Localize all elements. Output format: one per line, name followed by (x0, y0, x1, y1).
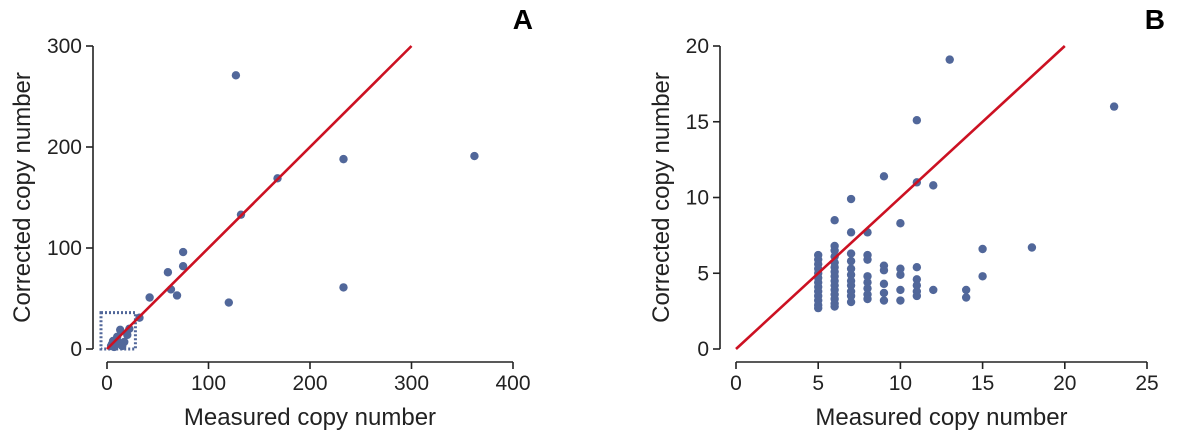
data-point (846, 281, 856, 290)
data-point (224, 298, 233, 307)
y-tick-label: 300 (47, 35, 82, 58)
y-tick-label: 10 (686, 187, 709, 210)
x-tick-label: 25 (1135, 372, 1158, 395)
x-tick-label: 15 (971, 372, 994, 395)
x-tick-label: 5 (812, 372, 824, 395)
data-point (879, 296, 889, 305)
data-point (172, 291, 182, 300)
data-point (846, 228, 856, 237)
data-point (115, 325, 125, 335)
data-point (912, 291, 922, 301)
y-tick-label: 15 (686, 111, 709, 134)
data-point (879, 266, 889, 275)
data-point (1109, 102, 1119, 111)
data-point (863, 278, 872, 287)
data-point (231, 71, 241, 80)
x-axis-title: Measured copy number (184, 404, 436, 431)
x-tick-label: 200 (292, 372, 327, 395)
data-point (879, 288, 889, 298)
data-point (470, 151, 479, 161)
x-tick-label: 0 (101, 372, 113, 395)
panel-label: B (1145, 4, 1165, 35)
y-tick-label: 20 (686, 35, 709, 58)
data-point (961, 285, 971, 295)
data-point (879, 279, 889, 289)
y-tick-label: 200 (47, 136, 82, 159)
identity-line (735, 45, 1066, 350)
data-point (339, 283, 348, 292)
panel-a: 0 100 200 300 400 0 100 200 300 Measured copy num… (9, 4, 533, 431)
data-point (863, 272, 872, 281)
identity-line (106, 45, 413, 350)
data-point (978, 244, 987, 254)
data-point (879, 172, 889, 181)
data-point (896, 264, 905, 273)
x-tick-label: 10 (889, 372, 912, 395)
data-point (929, 181, 938, 190)
data-point (339, 154, 348, 164)
x-tick-label: 20 (1053, 372, 1076, 395)
data-point (145, 293, 154, 302)
data-point (945, 55, 954, 64)
data-point (863, 294, 872, 304)
data-point (846, 297, 856, 307)
data-point (863, 255, 872, 264)
x-tick-label: 300 (394, 372, 429, 395)
data-point (846, 264, 856, 273)
panel-b: 0 5 10 15 20 25 0 5 10 15 20 Measured copy number Co… (648, 4, 1165, 431)
y-tick-label: 0 (697, 338, 709, 361)
data-point (863, 284, 872, 293)
x-tick-label: 100 (191, 372, 226, 395)
y-tick-label: 5 (697, 262, 709, 285)
data-point (896, 219, 905, 228)
data-point (1027, 243, 1037, 252)
data-point (896, 285, 905, 295)
data-point (830, 302, 839, 311)
highlight-box (99, 311, 137, 351)
data-point (929, 285, 938, 295)
data-point (896, 270, 905, 279)
data-point (846, 291, 856, 301)
panel-label: A (513, 4, 533, 35)
data-point (846, 256, 856, 266)
data-point (123, 330, 132, 340)
data-point (178, 247, 188, 257)
data-point (912, 275, 922, 284)
data-point (846, 270, 856, 279)
data-point (912, 281, 922, 290)
y-axis-title: Corrected copy number (648, 72, 675, 323)
y-tick-label: 100 (47, 237, 82, 260)
x-tick-label: 400 (495, 372, 530, 395)
data-point (961, 293, 971, 302)
x-tick-label: 0 (730, 372, 742, 395)
data-point (178, 261, 188, 271)
y-axis-title: Corrected copy number (9, 72, 36, 323)
data-point (830, 246, 839, 255)
data-point (978, 272, 987, 281)
data-point (846, 249, 856, 258)
y-tick-label: 0 (70, 338, 82, 361)
x-axis-title: Measured copy number (815, 404, 1067, 431)
data-point (912, 262, 922, 272)
data-point (912, 116, 922, 125)
data-point (814, 303, 823, 313)
data-point (846, 194, 856, 204)
data-point (830, 216, 839, 225)
data-point (896, 296, 905, 305)
data-point (163, 268, 173, 277)
